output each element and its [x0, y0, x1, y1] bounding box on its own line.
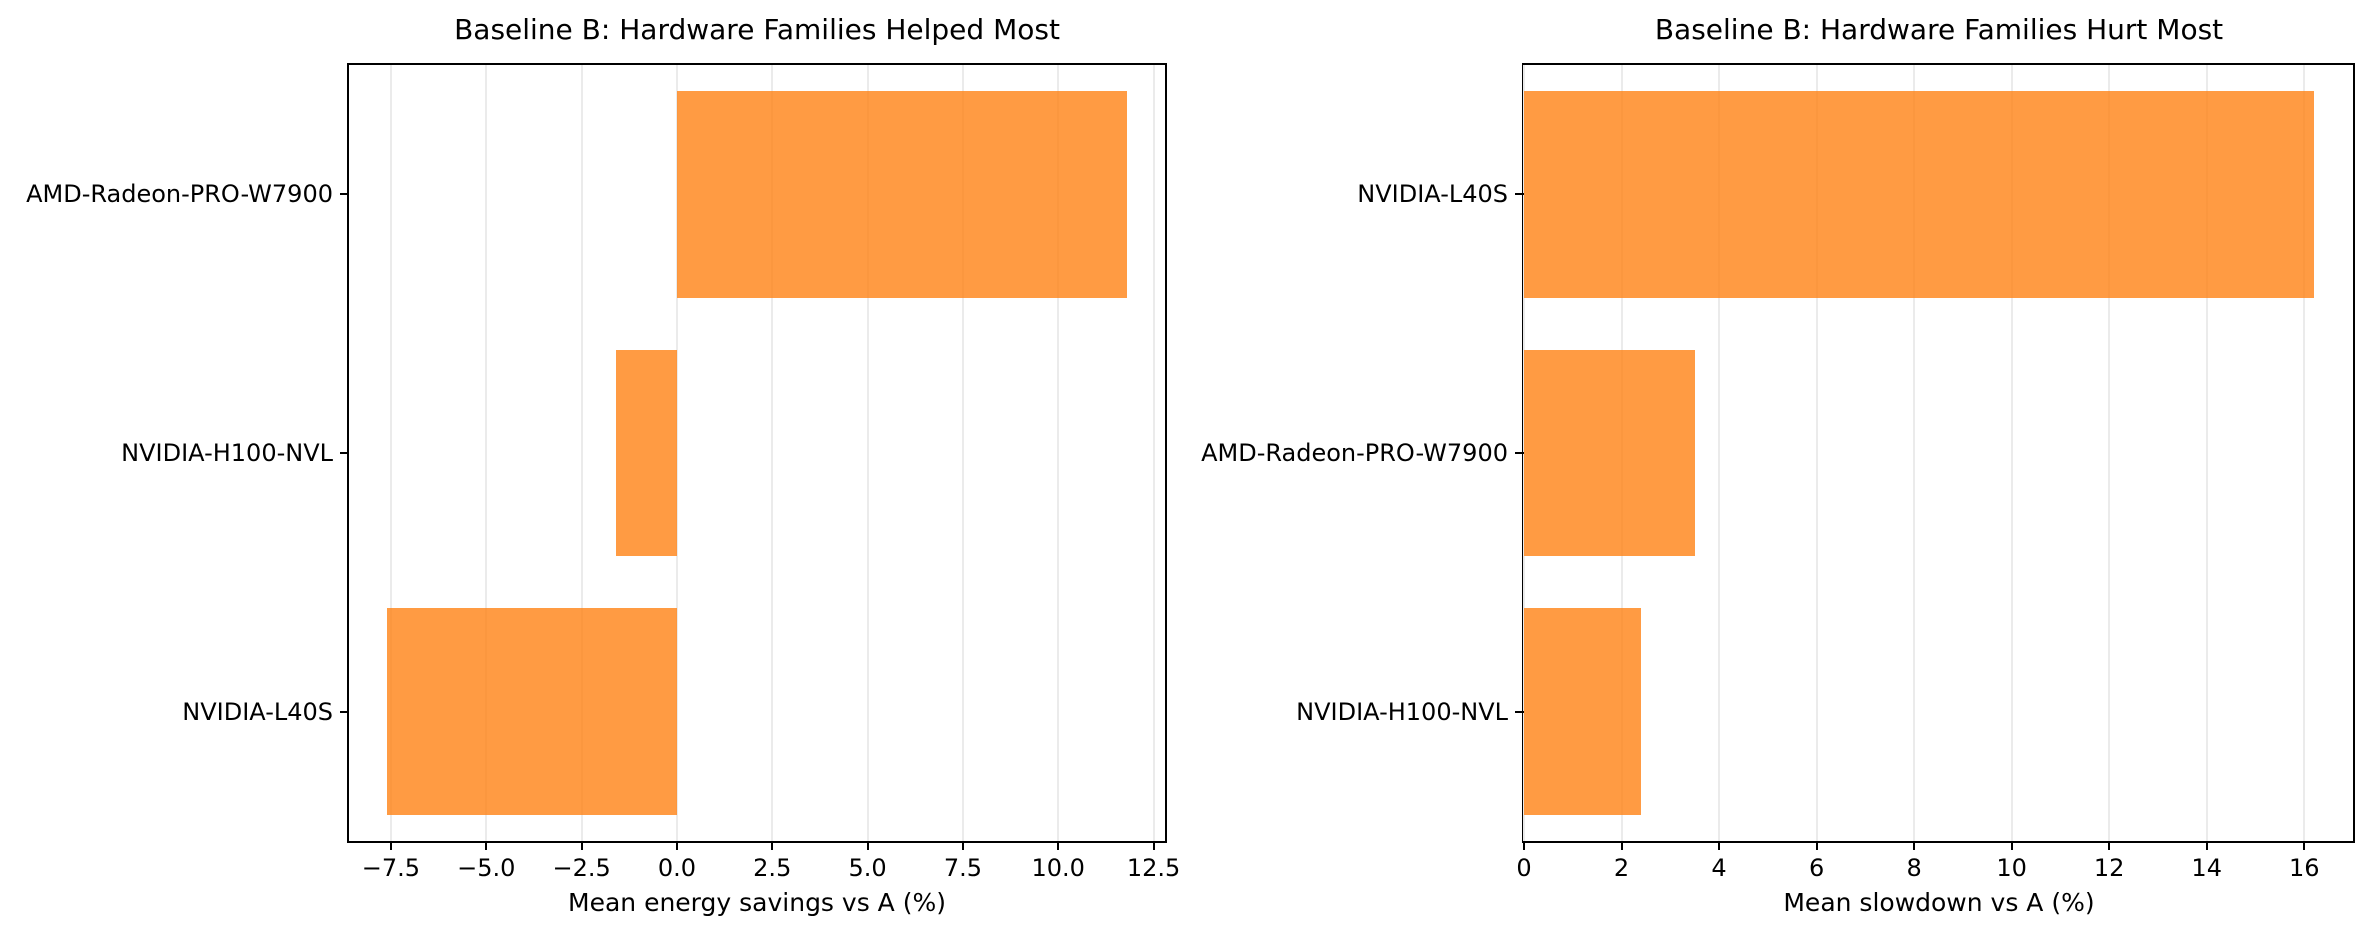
x-tick-mark: [2205, 841, 2208, 850]
x-tick-label: 10.0: [1031, 854, 1085, 882]
gridline: [1815, 65, 1818, 841]
x-tick-label: 0.0: [657, 854, 697, 882]
bar: [1524, 90, 2314, 298]
x-tick-mark: [1913, 841, 1916, 850]
x-tick-label: 6: [1808, 854, 1825, 882]
gridline: [1913, 65, 1916, 841]
gridline: [771, 65, 774, 841]
x-tick-label: 2.5: [753, 854, 792, 882]
x-tick-mark: [2303, 841, 2306, 850]
gridline: [2303, 65, 2306, 841]
x-axis-label: Mean slowdown vs A (%): [1783, 888, 2095, 917]
x-tick-label: 12.5: [1126, 854, 1181, 882]
gridline: [866, 65, 869, 841]
x-axis-label: Mean energy savings vs A (%): [568, 888, 946, 917]
x-tick-label: 10: [1996, 854, 2027, 882]
x-tick-label: −5.0: [457, 854, 516, 882]
x-tick-mark: [1620, 841, 1623, 850]
x-tick-mark: [2010, 841, 2013, 850]
x-tick-mark: [2108, 841, 2111, 850]
x-tick-label: 12: [2093, 854, 2125, 882]
x-tick-label: 5.0: [848, 854, 887, 882]
chart-helped-most: Baseline B: Hardware Families Helped Mos…: [26, 13, 1180, 917]
x-tick-mark: [866, 841, 869, 850]
x-tick-mark: [1152, 841, 1155, 850]
x-tick-mark: [1718, 841, 1721, 850]
x-tick-label: 7.5: [943, 854, 982, 882]
y-tick-mark: [1515, 452, 1524, 454]
bar: [615, 349, 677, 557]
x-tick-mark: [389, 841, 392, 850]
chart-title: Baseline B: Hardware Families Helped Mos…: [454, 13, 1060, 46]
x-tick-mark: [675, 841, 678, 850]
bar: [676, 90, 1127, 298]
bar: [1524, 349, 1695, 557]
plot-area: −7.5 −5.0 −2.5 0.0 2.5 5.0 7.5 10.0 12.5 AMD-Rade…: [26, 63, 1180, 880]
y-tick-label: AMD-Radeon-PRO-W7900: [1201, 439, 1508, 467]
x-tick-mark: [1815, 841, 1818, 850]
x-tick-mark: [771, 841, 774, 850]
gridline: [961, 65, 964, 841]
x-tick-mark: [1057, 841, 1060, 850]
bar: [1524, 608, 1642, 816]
y-tick-mark: [1515, 710, 1524, 713]
gridline: [675, 65, 678, 841]
y-tick-label: NVIDIA-H100-NVL: [1296, 697, 1508, 726]
y-tick-mark: [1515, 193, 1524, 196]
x-tick-mark: [485, 841, 488, 850]
x-tick-label: 8: [1906, 854, 1922, 882]
gridline: [1152, 65, 1155, 841]
plot-area: 0 2 4 6 8 10 12 14 16 NVIDIA-L40S AMD-Radeon-PRO-W…: [1201, 63, 2355, 880]
y-tick-mark: [340, 710, 349, 713]
gridline: [485, 65, 488, 841]
gridline: [2010, 65, 2013, 841]
x-tick-label: 16: [2288, 854, 2320, 882]
x-tick-mark: [961, 841, 964, 850]
y-tick-label: NVIDIA-L40S: [182, 697, 333, 726]
chart-title: Baseline B: Hardware Families Hurt Most: [1654, 13, 2224, 46]
y-tick-mark: [340, 452, 349, 454]
x-tick-label: 2: [1613, 854, 1630, 882]
y-tick-label: NVIDIA-H100-NVL: [121, 439, 333, 467]
y-tick-label: AMD-Radeon-PRO-W7900: [26, 180, 333, 209]
gridline: [1057, 65, 1060, 841]
x-tick-mark: [1523, 841, 1525, 850]
gridline: [2108, 65, 2111, 841]
x-tick-label: 0: [1516, 854, 1532, 882]
x-tick-mark: [580, 841, 583, 850]
y-tick-mark: [340, 193, 349, 196]
chart-hurt-most: Baseline B: Hardware Families Hurt Most …: [1190, 0, 2380, 935]
gridline: [580, 65, 583, 841]
x-tick-label: −2.5: [552, 854, 611, 882]
bar: [387, 608, 677, 816]
gridline: [2205, 65, 2208, 841]
x-tick-label: 4: [1711, 854, 1727, 882]
x-tick-label: −7.5: [361, 854, 421, 882]
gridline: [1718, 65, 1721, 841]
gridline: [389, 65, 392, 841]
x-tick-label: 14: [2191, 854, 2222, 882]
y-tick-label: NVIDIA-L40S: [1357, 180, 1508, 209]
